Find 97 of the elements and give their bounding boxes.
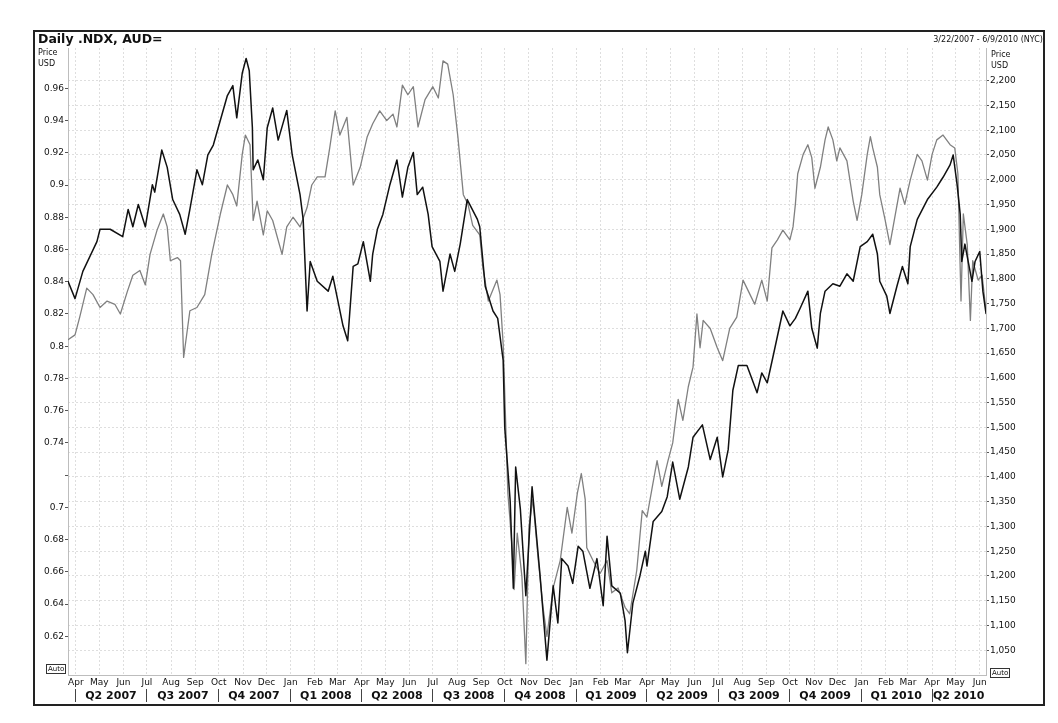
x-tick-label: Sep bbox=[186, 676, 205, 687]
y-tick-label: 0.66 bbox=[43, 566, 65, 577]
y2-tick-label: 1,450 bbox=[990, 446, 1017, 457]
x-tick-label: Nov bbox=[520, 676, 539, 687]
x-tick-label: Jan bbox=[853, 676, 869, 687]
x-tick-label: Jul bbox=[426, 676, 439, 687]
x-tick-label: Dec bbox=[257, 676, 276, 687]
x-tick-label: Apr bbox=[639, 676, 656, 687]
x-tick-label: Nov bbox=[805, 676, 824, 687]
x-tick-label: Dec bbox=[543, 676, 562, 687]
x-tick-label: Oct bbox=[496, 676, 513, 687]
x-tick-label: Jun bbox=[401, 676, 417, 687]
x-tick-label: Sep bbox=[757, 676, 776, 687]
y2-tick-label: 1,900 bbox=[990, 223, 1017, 234]
x2-tick-label: Q2 2007 bbox=[85, 689, 137, 703]
y2-tick-label: 2,000 bbox=[990, 174, 1017, 185]
x2-tick-label: Q2 2008 bbox=[371, 689, 423, 703]
y-tick-label: 0.8 bbox=[49, 340, 65, 351]
y2-tick-label: 1,400 bbox=[990, 471, 1017, 482]
x-tick-label: Jul bbox=[711, 676, 724, 687]
x2-tick-label: Q3 2008 bbox=[443, 689, 495, 703]
x-tick-label: May bbox=[375, 676, 396, 687]
x2-tick-label: Q4 2008 bbox=[514, 689, 566, 703]
x2-tick-label: Q2 2009 bbox=[656, 689, 708, 703]
y-tick-label: 0.62 bbox=[43, 630, 64, 641]
x2-tick-label: Q3 2009 bbox=[728, 689, 780, 703]
x-tick-label: May bbox=[89, 676, 110, 687]
y-tick-label: 0.74 bbox=[43, 437, 65, 448]
x-tick-label: Sep bbox=[472, 676, 491, 687]
y-tick-label: 0.64 bbox=[43, 598, 65, 609]
y2-tick-label: 1,250 bbox=[990, 545, 1017, 556]
y2-axis-title: Price USD bbox=[991, 49, 1012, 71]
y2-tick-label: 1,350 bbox=[990, 496, 1017, 506]
y-tick-label: 0.7 bbox=[49, 501, 64, 512]
y2-tick-label: 1,650 bbox=[990, 347, 1017, 358]
y-tick-label: 0.86 bbox=[43, 243, 65, 254]
x-tick-label: Apr bbox=[68, 676, 84, 687]
y2-tick-label: 1,800 bbox=[990, 273, 1017, 284]
x-tick-label: Oct bbox=[211, 676, 228, 687]
x2-tick-label: Q2 2010 bbox=[932, 689, 985, 703]
x-tick-label: Oct bbox=[782, 676, 799, 687]
x-tick-label: Jun bbox=[115, 676, 131, 687]
x-tick-label: Feb bbox=[592, 676, 610, 687]
y-tick-label: 0.96 bbox=[43, 82, 65, 93]
x-tick-label: Jul bbox=[140, 676, 153, 687]
y-tick-label: 0.76 bbox=[43, 405, 65, 415]
x2-tick-label: Q3 2007 bbox=[157, 689, 209, 703]
x-tick-label: Mar bbox=[614, 676, 632, 687]
y2-tick-label: 1,550 bbox=[990, 396, 1017, 407]
y-tick-label: 0.78 bbox=[43, 372, 65, 383]
y2-tick-label: 1,200 bbox=[990, 570, 1017, 581]
x2-tick-label: Q1 2009 bbox=[585, 689, 637, 703]
x-tick-label: Apr bbox=[353, 676, 370, 687]
y-tick-label: 0.84 bbox=[43, 276, 65, 287]
y2-tick-label: 1,750 bbox=[990, 297, 1017, 308]
y2-tick-label: 1,950 bbox=[990, 198, 1017, 209]
x-tick-label: Jan bbox=[568, 676, 584, 687]
x-tick-label: Jun bbox=[686, 676, 702, 687]
chart-title: Daily .NDX, AUD= bbox=[38, 31, 163, 46]
x2-tick-label: Q1 2010 bbox=[870, 689, 923, 703]
y2-tick-label: 1,050 bbox=[990, 644, 1017, 655]
y2-tick-label: 1,500 bbox=[990, 421, 1017, 432]
x-tick-label: Feb bbox=[306, 676, 324, 687]
x-tick-label: May bbox=[661, 676, 681, 687]
x-tick-label: Jan bbox=[282, 676, 298, 687]
y2-tick-label: 1,700 bbox=[990, 322, 1017, 333]
x-tick-label: Jun bbox=[971, 676, 987, 687]
x-tick-label: Aug bbox=[733, 676, 752, 687]
y2-tick-label: 2,200 bbox=[990, 75, 1017, 86]
y2-tick-label: 2,150 bbox=[990, 99, 1017, 110]
y2-tick-label: 1,850 bbox=[990, 248, 1017, 259]
x-tick-label: May bbox=[946, 676, 966, 687]
y-tick-label: 0.94 bbox=[43, 114, 65, 125]
y2-tick-label: 1,150 bbox=[990, 595, 1017, 606]
x2-tick-label: Q4 2007 bbox=[228, 689, 280, 703]
x2-tick-label: Q4 2009 bbox=[799, 689, 851, 703]
y-tick-label: 0.88 bbox=[43, 211, 65, 222]
chart-subtitle: 3/22/2007 - 6/9/2010 (NYC) bbox=[933, 35, 1043, 44]
x-tick-label: Dec bbox=[828, 676, 847, 687]
y2-tick-label: 1,300 bbox=[990, 520, 1017, 531]
x-tick-label: Aug bbox=[448, 676, 466, 687]
y2-tick-label: 1,600 bbox=[990, 372, 1017, 383]
y2-tick-label: 2,050 bbox=[990, 149, 1017, 160]
x-tick-label: Nov bbox=[234, 676, 253, 687]
x-tick-label: Mar bbox=[329, 676, 347, 687]
x-tick-label: Feb bbox=[878, 676, 895, 687]
x-tick-label: Apr bbox=[924, 676, 941, 687]
y2-tick-label: 1,100 bbox=[990, 619, 1017, 630]
y-tick-label: 0.68 bbox=[43, 533, 65, 544]
x2-tick-label: Q1 2008 bbox=[300, 689, 352, 703]
y-axis-title: Price USD bbox=[38, 47, 59, 69]
x-tick-label: Aug bbox=[162, 676, 180, 687]
y-tick-label: 0.82 bbox=[43, 308, 64, 319]
y-tick-label: 0.92 bbox=[43, 147, 64, 158]
x-tick-label: Mar bbox=[899, 676, 917, 687]
y2-tick-label: 2,100 bbox=[990, 124, 1017, 135]
y-tick-label: 0.9 bbox=[49, 179, 65, 190]
